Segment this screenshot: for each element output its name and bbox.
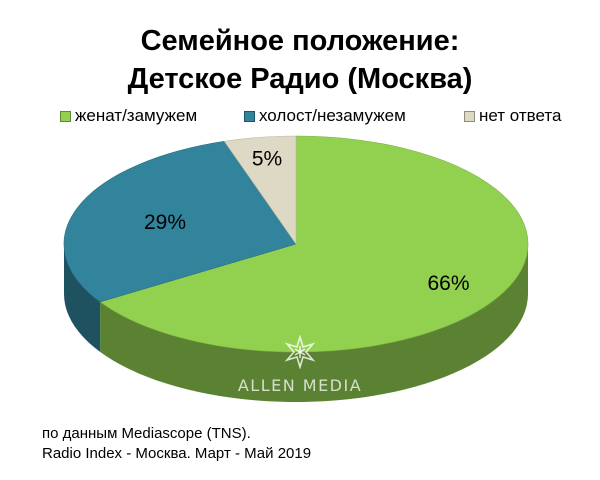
legend: женат/замужем холост/незамужем нет ответ… (0, 106, 600, 128)
chart-title-line-1: Семейное положение: (140, 25, 460, 57)
legend-label-no-answer: нет ответа (479, 106, 562, 125)
star-burst-icon (284, 334, 316, 370)
legend-item-married: женат/замужем (60, 106, 197, 126)
data-label-single: 29% (144, 211, 186, 234)
pie-slice-married (99, 135, 529, 353)
watermark: ALLEN MEDIA (230, 334, 370, 395)
footnote: по данным Mediascope (TNS). Radio Index … (42, 424, 311, 464)
legend-swatch-married (60, 110, 71, 122)
legend-swatch-single (244, 110, 255, 122)
watermark-text: ALLEN MEDIA (237, 376, 363, 395)
footnote-line-1: по данным Mediascope (TNS). (42, 425, 251, 442)
pie-slice-single (63, 140, 297, 303)
legend-label-single: холост/незамужем (259, 106, 406, 125)
data-label-no-answer: 5% (252, 148, 282, 171)
pie-side-single (64, 244, 101, 352)
legend-swatch-no-answer (464, 110, 475, 122)
pie-slice-no-answer (223, 135, 297, 245)
pie-side-married (100, 244, 529, 402)
legend-label-married: женат/замужем (75, 106, 198, 125)
chart-title: Семейное положение: Детское Радио (Москв… (0, 22, 600, 98)
legend-item-no-answer: нет ответа (464, 106, 561, 126)
chart-title-line-2: Детское Радио (Москва) (127, 63, 473, 95)
data-label-married: 66% (427, 272, 469, 295)
legend-item-single: холост/незамужем (244, 106, 406, 126)
footnote-line-2: Radio Index - Москва. Март - Май 2019 (42, 445, 312, 462)
